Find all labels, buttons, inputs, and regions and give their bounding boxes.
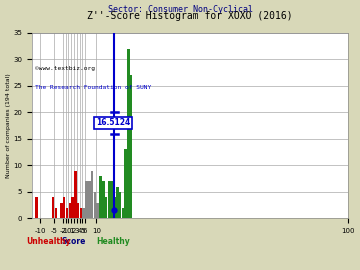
Bar (91, 171, 93, 218)
Text: 16.5124: 16.5124 (96, 119, 130, 127)
Bar (124, 150, 127, 218)
Text: Healthy: Healthy (96, 237, 130, 246)
Bar (55, 208, 57, 218)
Bar (66, 208, 68, 218)
Bar (71, 197, 74, 218)
Bar (35, 197, 37, 218)
Text: Sector: Consumer Non-Cyclical: Sector: Consumer Non-Cyclical (108, 5, 252, 14)
Bar (96, 202, 99, 218)
Bar (77, 202, 80, 218)
Bar (111, 181, 113, 218)
Bar (82, 208, 85, 218)
Bar (88, 181, 91, 218)
Bar (116, 187, 118, 218)
Bar (119, 192, 121, 218)
Bar (63, 197, 66, 218)
Bar (127, 49, 130, 218)
Text: ©www.textbiz.org: ©www.textbiz.org (35, 66, 95, 71)
Bar (74, 171, 77, 218)
Bar (108, 181, 110, 218)
Title: Z''-Score Histogram for XOXO (2016): Z''-Score Histogram for XOXO (2016) (87, 11, 293, 21)
Bar (52, 197, 54, 218)
Bar (113, 197, 116, 218)
Bar (105, 197, 107, 218)
Text: The Research Foundation of SUNY: The Research Foundation of SUNY (35, 85, 152, 89)
Bar (94, 192, 96, 218)
Text: Score: Score (62, 237, 86, 246)
Bar (68, 202, 71, 218)
Bar (80, 208, 82, 218)
Bar (130, 75, 132, 218)
Bar (85, 181, 88, 218)
Bar (102, 181, 104, 218)
Bar (99, 176, 102, 218)
Y-axis label: Number of companies (194 total): Number of companies (194 total) (5, 73, 10, 178)
Bar (122, 208, 124, 218)
Text: Unhealthy: Unhealthy (27, 237, 71, 246)
Bar (60, 202, 63, 218)
